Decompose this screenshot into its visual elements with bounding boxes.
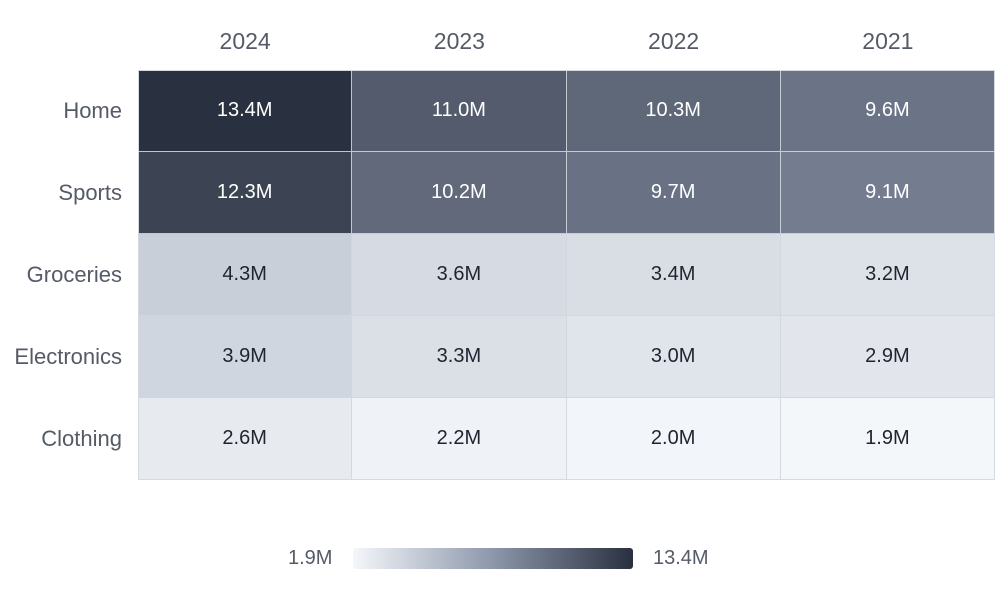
heatmap-cell: 10.2M (352, 152, 567, 234)
column-label: 2023 (433, 28, 485, 54)
legend-gradient-bar (353, 548, 633, 569)
row-label: Groceries (26, 262, 122, 287)
heatmap-cell: 3.0M (566, 316, 781, 398)
heatmap-cell: 3.9M (138, 316, 353, 398)
row-label: Sports (58, 180, 122, 205)
row-label: Clothing (41, 426, 122, 451)
heatmap-cell: 2.6M (138, 398, 353, 480)
legend-max-label: 13.4M (653, 547, 709, 569)
heatmap-cell: 12.3M (138, 152, 353, 234)
heatmap-cell: 3.3M (352, 316, 567, 398)
heatmap-cell: 13.4M (138, 70, 353, 152)
column-label: 2022 (648, 28, 700, 54)
heatmap-cell: 2.2M (352, 398, 567, 480)
heatmap-cell: 2.0M (566, 398, 781, 480)
column-label: 2021 (862, 28, 914, 54)
heatmap-cell: 3.6M (352, 234, 567, 316)
heatmap-cell: 2.9M (780, 316, 995, 398)
heatmap-cell: 9.1M (780, 152, 995, 234)
heatmap-cell: 9.6M (780, 70, 995, 152)
heatmap-cell: 3.4M (566, 234, 781, 316)
heatmap-cell: 9.7M (566, 152, 781, 234)
heatmap-cell: 3.2M (780, 234, 995, 316)
heatmap-cell: 11.0M (352, 70, 567, 152)
heatmap-cell: 1.9M (780, 398, 995, 480)
heatmap-cell: 4.3M (138, 234, 353, 316)
column-label: 2024 (219, 28, 271, 54)
legend-min-label: 1.9M (288, 547, 333, 569)
row-label: Home (63, 98, 122, 123)
row-label: Electronics (14, 344, 122, 369)
heatmap-cell: 10.3M (566, 70, 781, 152)
